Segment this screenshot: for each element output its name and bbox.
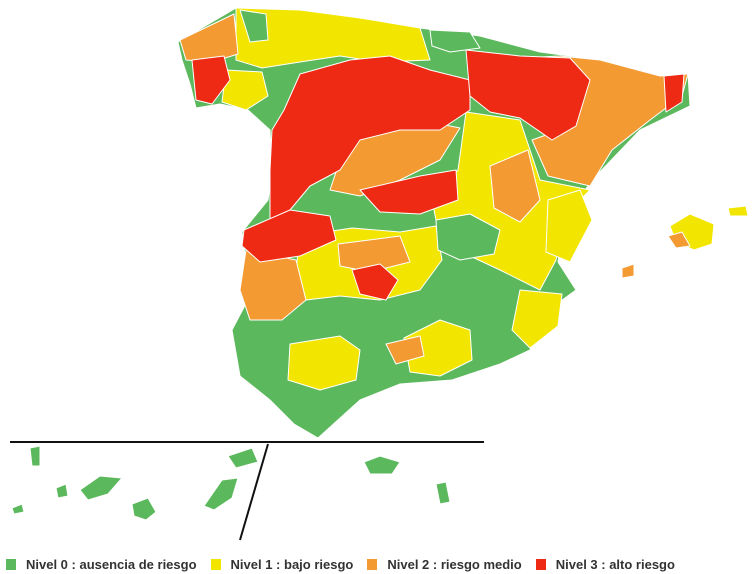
island-la-palma (29, 445, 41, 467)
region-yellow-galicia (221, 69, 269, 111)
region-red-northeast (465, 49, 591, 141)
region-orange-south (385, 335, 425, 365)
region-orange-central-south (337, 235, 411, 273)
region-yellow-valencia (545, 189, 593, 263)
legend-swatch-nivel2 (367, 558, 378, 570)
region-red-galicia (191, 55, 231, 105)
legend-swatch-nivel1 (210, 558, 221, 570)
island-fuerteventura (203, 477, 239, 511)
island-ceuta-area (363, 455, 401, 475)
island-mallorca-orange (667, 231, 691, 249)
inset-divider-diagonal (239, 443, 269, 541)
legend-item-nivel2: Nivel 2 : riesgo medio (367, 556, 522, 572)
legend-label-nivel1: Nivel 1 : bajo riesgo (230, 556, 354, 572)
island-ibiza (621, 263, 635, 279)
legend-item-nivel3: Nivel 3 : alto riesgo (535, 556, 675, 572)
island-la-gomera (55, 483, 69, 499)
region-red-madrid (359, 169, 459, 215)
island-el-hierro (11, 503, 25, 515)
legend-label-nivel3: Nivel 3 : alto riesgo (555, 556, 675, 572)
region-yellow-south-center (287, 335, 361, 391)
island-lanzarote (227, 447, 259, 469)
region-orange-galicia-north (179, 13, 239, 63)
region-orange-east-coast (489, 149, 541, 223)
island-menorca (727, 205, 749, 217)
region-orange-west (239, 249, 307, 321)
legend-swatch-nivel0 (6, 558, 16, 570)
region-red-lamancha (351, 263, 399, 301)
region-green-asturias (429, 29, 481, 53)
legend-swatch-nivel3 (535, 558, 546, 570)
region-green-center (435, 213, 501, 261)
map-legend: Nivel 0 : ausencia de riesgo Nivel 1 : b… (6, 554, 689, 574)
region-green-north (239, 9, 269, 43)
island-gran-canaria (131, 497, 157, 521)
legend-item-nivel0: Nivel 0 : ausencia de riesgo (6, 557, 197, 572)
region-yellow-southeast (403, 319, 473, 377)
island-melilla-area (435, 481, 451, 505)
legend-label-nivel0: Nivel 0 : ausencia de riesgo (26, 556, 197, 572)
region-red-extremadura (241, 209, 337, 263)
region-red-castilla (269, 55, 471, 221)
legend-item-nivel1: Nivel 1 : bajo riesgo (210, 556, 354, 572)
legend-label-nivel2: Nivel 2 : riesgo medio (387, 556, 522, 572)
region-red-catalonia (663, 73, 685, 113)
region-yellow-murcia (511, 289, 563, 349)
island-tenerife (79, 475, 123, 501)
